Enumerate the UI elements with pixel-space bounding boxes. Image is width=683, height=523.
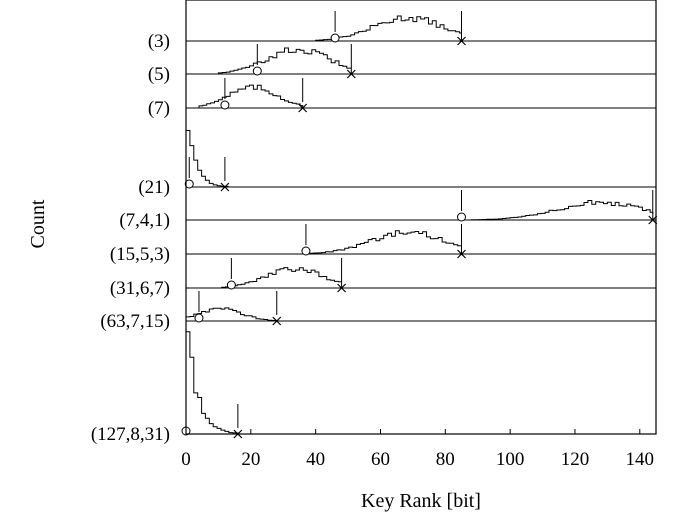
ridge-7 [186, 258, 656, 293]
plot-layer [181, 11, 658, 439]
x-tick-label: 80 [436, 449, 455, 470]
ridge-9 [181, 331, 656, 439]
y-tick-label: (63,7,15) [100, 311, 170, 332]
histogram-series [185, 331, 239, 434]
circle-marker [226, 280, 236, 290]
cross-marker [220, 182, 230, 192]
circle-marker [194, 313, 204, 323]
circle-marker [330, 33, 340, 43]
cross-marker [457, 36, 466, 46]
x-tick-label: 100 [496, 449, 525, 470]
x-tick-label: 60 [371, 449, 390, 470]
histogram-series [185, 130, 229, 187]
cross-marker [346, 69, 356, 79]
histogram-series [221, 267, 343, 288]
plot-frame [185, 0, 657, 435]
cross-marker [298, 103, 308, 113]
x-axis-title: Key Rank [bit] [361, 490, 481, 512]
y-tick-label: (31,6,7) [110, 278, 170, 299]
histogram-series [185, 307, 278, 322]
cross-marker [457, 249, 466, 259]
x-tick-label: 140 [626, 449, 655, 470]
ridge-1 [186, 11, 656, 46]
y-tick-label: (21) [138, 177, 170, 198]
x-axis: 0 20 40 60 80 100 120 140 [181, 429, 654, 470]
y-tick-label: (3) [148, 31, 170, 52]
y-tick-label: (15,5,3) [110, 244, 170, 265]
y-axis-title: Count [27, 199, 49, 248]
circle-marker [220, 100, 230, 110]
y-tick-label: (7) [148, 98, 170, 119]
ridge-3 [186, 78, 656, 113]
histogram-series [305, 230, 462, 254]
y-tick-label: (5) [148, 64, 170, 85]
histogram-series [217, 47, 352, 74]
x-tick-label: 0 [181, 449, 191, 470]
circle-marker [252, 66, 262, 76]
circle-marker [301, 246, 311, 256]
y-axis: (3) (5) (7) (21) (7,4,1) (15,5,3) (31,6,7) (63,… [91, 31, 170, 445]
x-tick-label: 120 [561, 449, 590, 470]
ridge-6 [186, 224, 656, 259]
y-tick-label: (7,4,1) [119, 210, 170, 231]
ridge-4 [184, 130, 656, 192]
circle-marker [184, 179, 194, 189]
ridge-2 [186, 44, 656, 79]
ridge-8 [185, 291, 656, 326]
x-tick-label: 20 [241, 449, 260, 470]
x-tick-label: 40 [306, 449, 325, 470]
y-tick-label: (127,8,31) [91, 424, 170, 445]
cross-marker [272, 316, 282, 326]
cross-marker [337, 283, 347, 293]
histogram-series [198, 84, 304, 108]
circle-marker [457, 212, 467, 222]
ridge-5 [186, 190, 658, 225]
histogram-series [470, 200, 654, 221]
